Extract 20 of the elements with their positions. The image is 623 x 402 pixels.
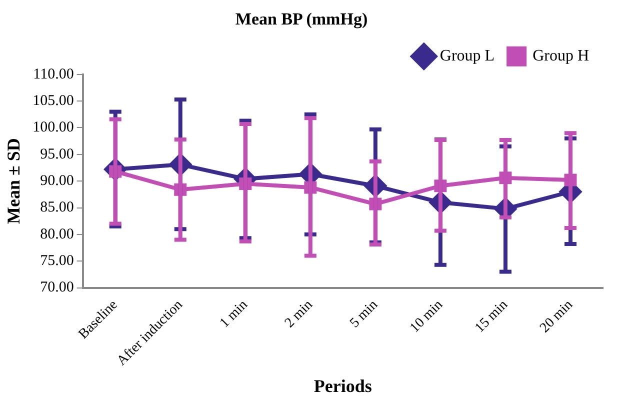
x-axis-title: Periods — [314, 376, 372, 396]
x-tick-label: 10 min — [407, 298, 446, 336]
y-axis-title: Mean ± SD — [3, 138, 24, 224]
x-tick-label: 2 min — [282, 298, 316, 331]
y-tick-label: 70.00 — [40, 280, 74, 296]
x-tick-label: 1 min — [217, 298, 251, 331]
x-tick-label: 20 min — [538, 298, 576, 336]
y-tick-label: 110.00 — [33, 66, 74, 82]
y-tick-label: 105.00 — [32, 93, 74, 110]
x-tick-label: 15 min — [472, 298, 511, 336]
y-tick-label: 95.00 — [40, 146, 74, 162]
y-tick-label: 80.00 — [40, 226, 74, 242]
x-tick-label: 5 min — [347, 298, 381, 331]
y-tick-label: 90.00 — [40, 173, 74, 190]
legend-label: Group H — [532, 48, 590, 65]
chart-title: Mean BP (mmHg) — [235, 10, 368, 29]
legend-label: Group L — [440, 48, 495, 65]
y-tick-label: 75.00 — [40, 253, 74, 270]
y-tick-label: 85.00 — [40, 200, 74, 216]
y-tick-label: 100.00 — [32, 120, 74, 136]
